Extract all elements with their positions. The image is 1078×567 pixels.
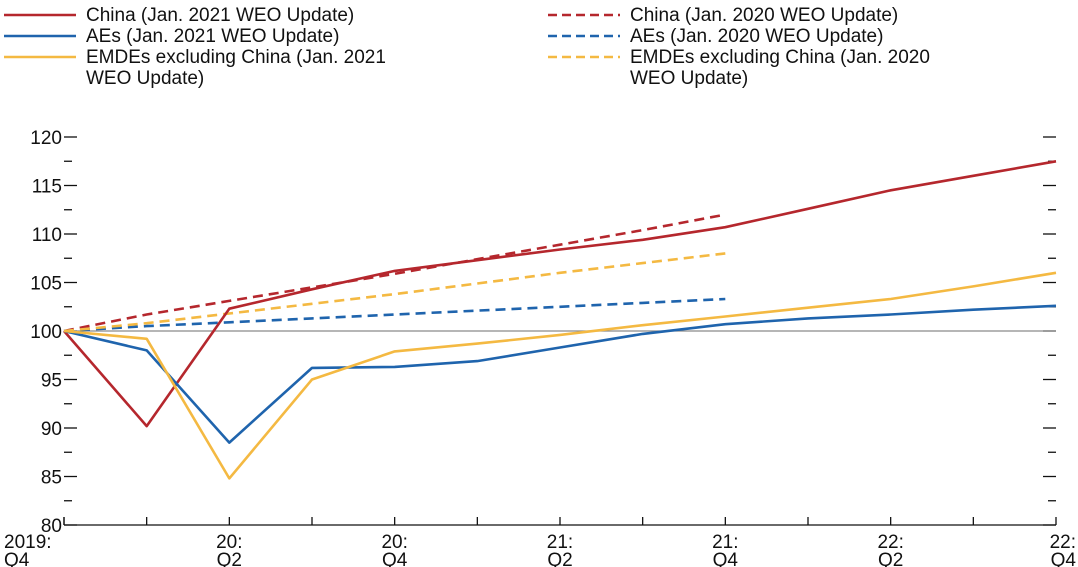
legend-label-0: China (Jan. 2021 WEO Update) <box>86 5 354 26</box>
legend-label-2: WEO Update) <box>86 68 204 89</box>
x-tick-label-year: 20: <box>216 532 242 553</box>
legend-label-5: EMDEs excluding China (Jan. 2020 <box>630 47 930 68</box>
legend-label-5: WEO Update) <box>630 68 748 89</box>
y-tick-label: 120 <box>30 128 62 149</box>
legend-label-4: AEs (Jan. 2020 WEO Update) <box>630 26 883 47</box>
series-line-2 <box>63 271 1057 480</box>
y-tick-label: 85 <box>41 468 62 489</box>
series-line-0 <box>63 160 1057 428</box>
legend: China (Jan. 2021 WEO Update)AEs (Jan. 20… <box>4 5 930 89</box>
y-tick-label: 100 <box>30 322 62 343</box>
y-tick-label: 80 <box>41 516 62 537</box>
x-tick-label-quarter: Q4 <box>1051 550 1077 567</box>
x-tick-label-quarter: Q2 <box>217 550 242 567</box>
x-tick-label-year: 20: <box>381 532 407 553</box>
x-tick-label-quarter: Q4 <box>382 550 408 567</box>
y-tick-label: 95 <box>41 371 62 392</box>
series-line-5 <box>63 252 726 333</box>
x-tick-label-quarter: Q4 <box>4 550 30 567</box>
y-tick-label: 105 <box>30 274 62 295</box>
x-tick-label-quarter: Q4 <box>713 550 739 567</box>
series-line-4 <box>63 297 726 333</box>
plot-area <box>63 160 1057 480</box>
series-line-1 <box>63 304 1057 444</box>
x-tick-label-quarter: Q2 <box>547 550 572 567</box>
y-tick-label: 115 <box>32 177 62 198</box>
x-tick-label-year: 22: <box>1050 532 1076 553</box>
legend-label-1: AEs (Jan. 2021 WEO Update) <box>86 26 339 47</box>
y-tick-label: 110 <box>32 225 62 246</box>
legend-label-2: EMDEs excluding China (Jan. 2021 <box>86 47 386 68</box>
y-tick-label: 90 <box>41 419 62 440</box>
axes: 808590951001051101151202019:Q420:Q220:Q4… <box>4 128 1076 567</box>
x-tick-label-quarter: Q2 <box>878 550 903 567</box>
legend-label-3: China (Jan. 2020 WEO Update) <box>630 5 898 26</box>
x-tick-label-year: 21: <box>712 532 738 553</box>
x-tick-label-year: 22: <box>877 532 903 553</box>
series-line-3 <box>63 213 726 333</box>
x-tick-label-year: 2019: <box>4 532 52 553</box>
x-tick-label-year: 21: <box>547 532 573 553</box>
